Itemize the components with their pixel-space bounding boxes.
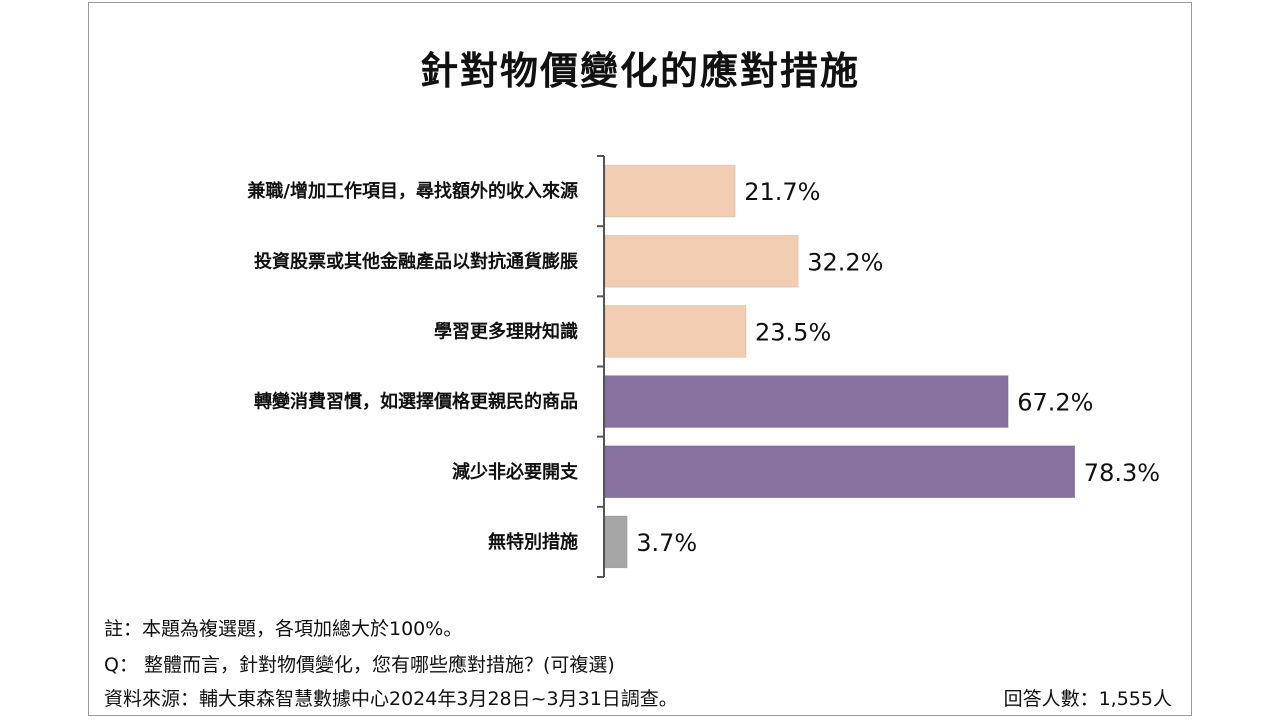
category-label: 兼職/增加工作項目，尋找額外的收入來源 [247, 180, 578, 202]
source-text: 資料來源：輔大東森智慧數據中心2024年3月28日~3月31日調查。 [104, 688, 678, 710]
bar [604, 164, 736, 218]
category-label: 無特別措施 [488, 531, 578, 553]
value-label: 3.7% [636, 529, 697, 557]
category-label: 減少非必要開支 [452, 461, 579, 483]
bar [604, 445, 1076, 499]
value-label: 32.2% [807, 248, 883, 276]
question-text: Q： 整體而言，針對物價變化，您有哪些應對措施？(可複選) [104, 654, 615, 676]
category-label: 轉變消費習慣，如選擇價格更親民的商品 [254, 391, 578, 413]
bar [604, 304, 747, 358]
chart-frame [88, 2, 1192, 716]
bar [604, 515, 628, 569]
respondent-count: 回答人數：1,555人 [1003, 688, 1172, 710]
note-text: 註：本題為複選題，各項加總大於100%。 [104, 618, 463, 640]
value-label: 67.2% [1017, 389, 1093, 417]
bar [604, 234, 799, 288]
value-label: 21.7% [744, 178, 820, 206]
chart-title: 針對物價變化的應對措施 [419, 49, 860, 93]
value-label: 78.3% [1084, 459, 1160, 487]
category-label: 學習更多理財知識 [434, 320, 578, 342]
value-label: 23.5% [755, 318, 831, 346]
bar [604, 375, 1009, 429]
category-label: 投資股票或其他金融產品以對抗通貨膨脹 [254, 250, 578, 272]
